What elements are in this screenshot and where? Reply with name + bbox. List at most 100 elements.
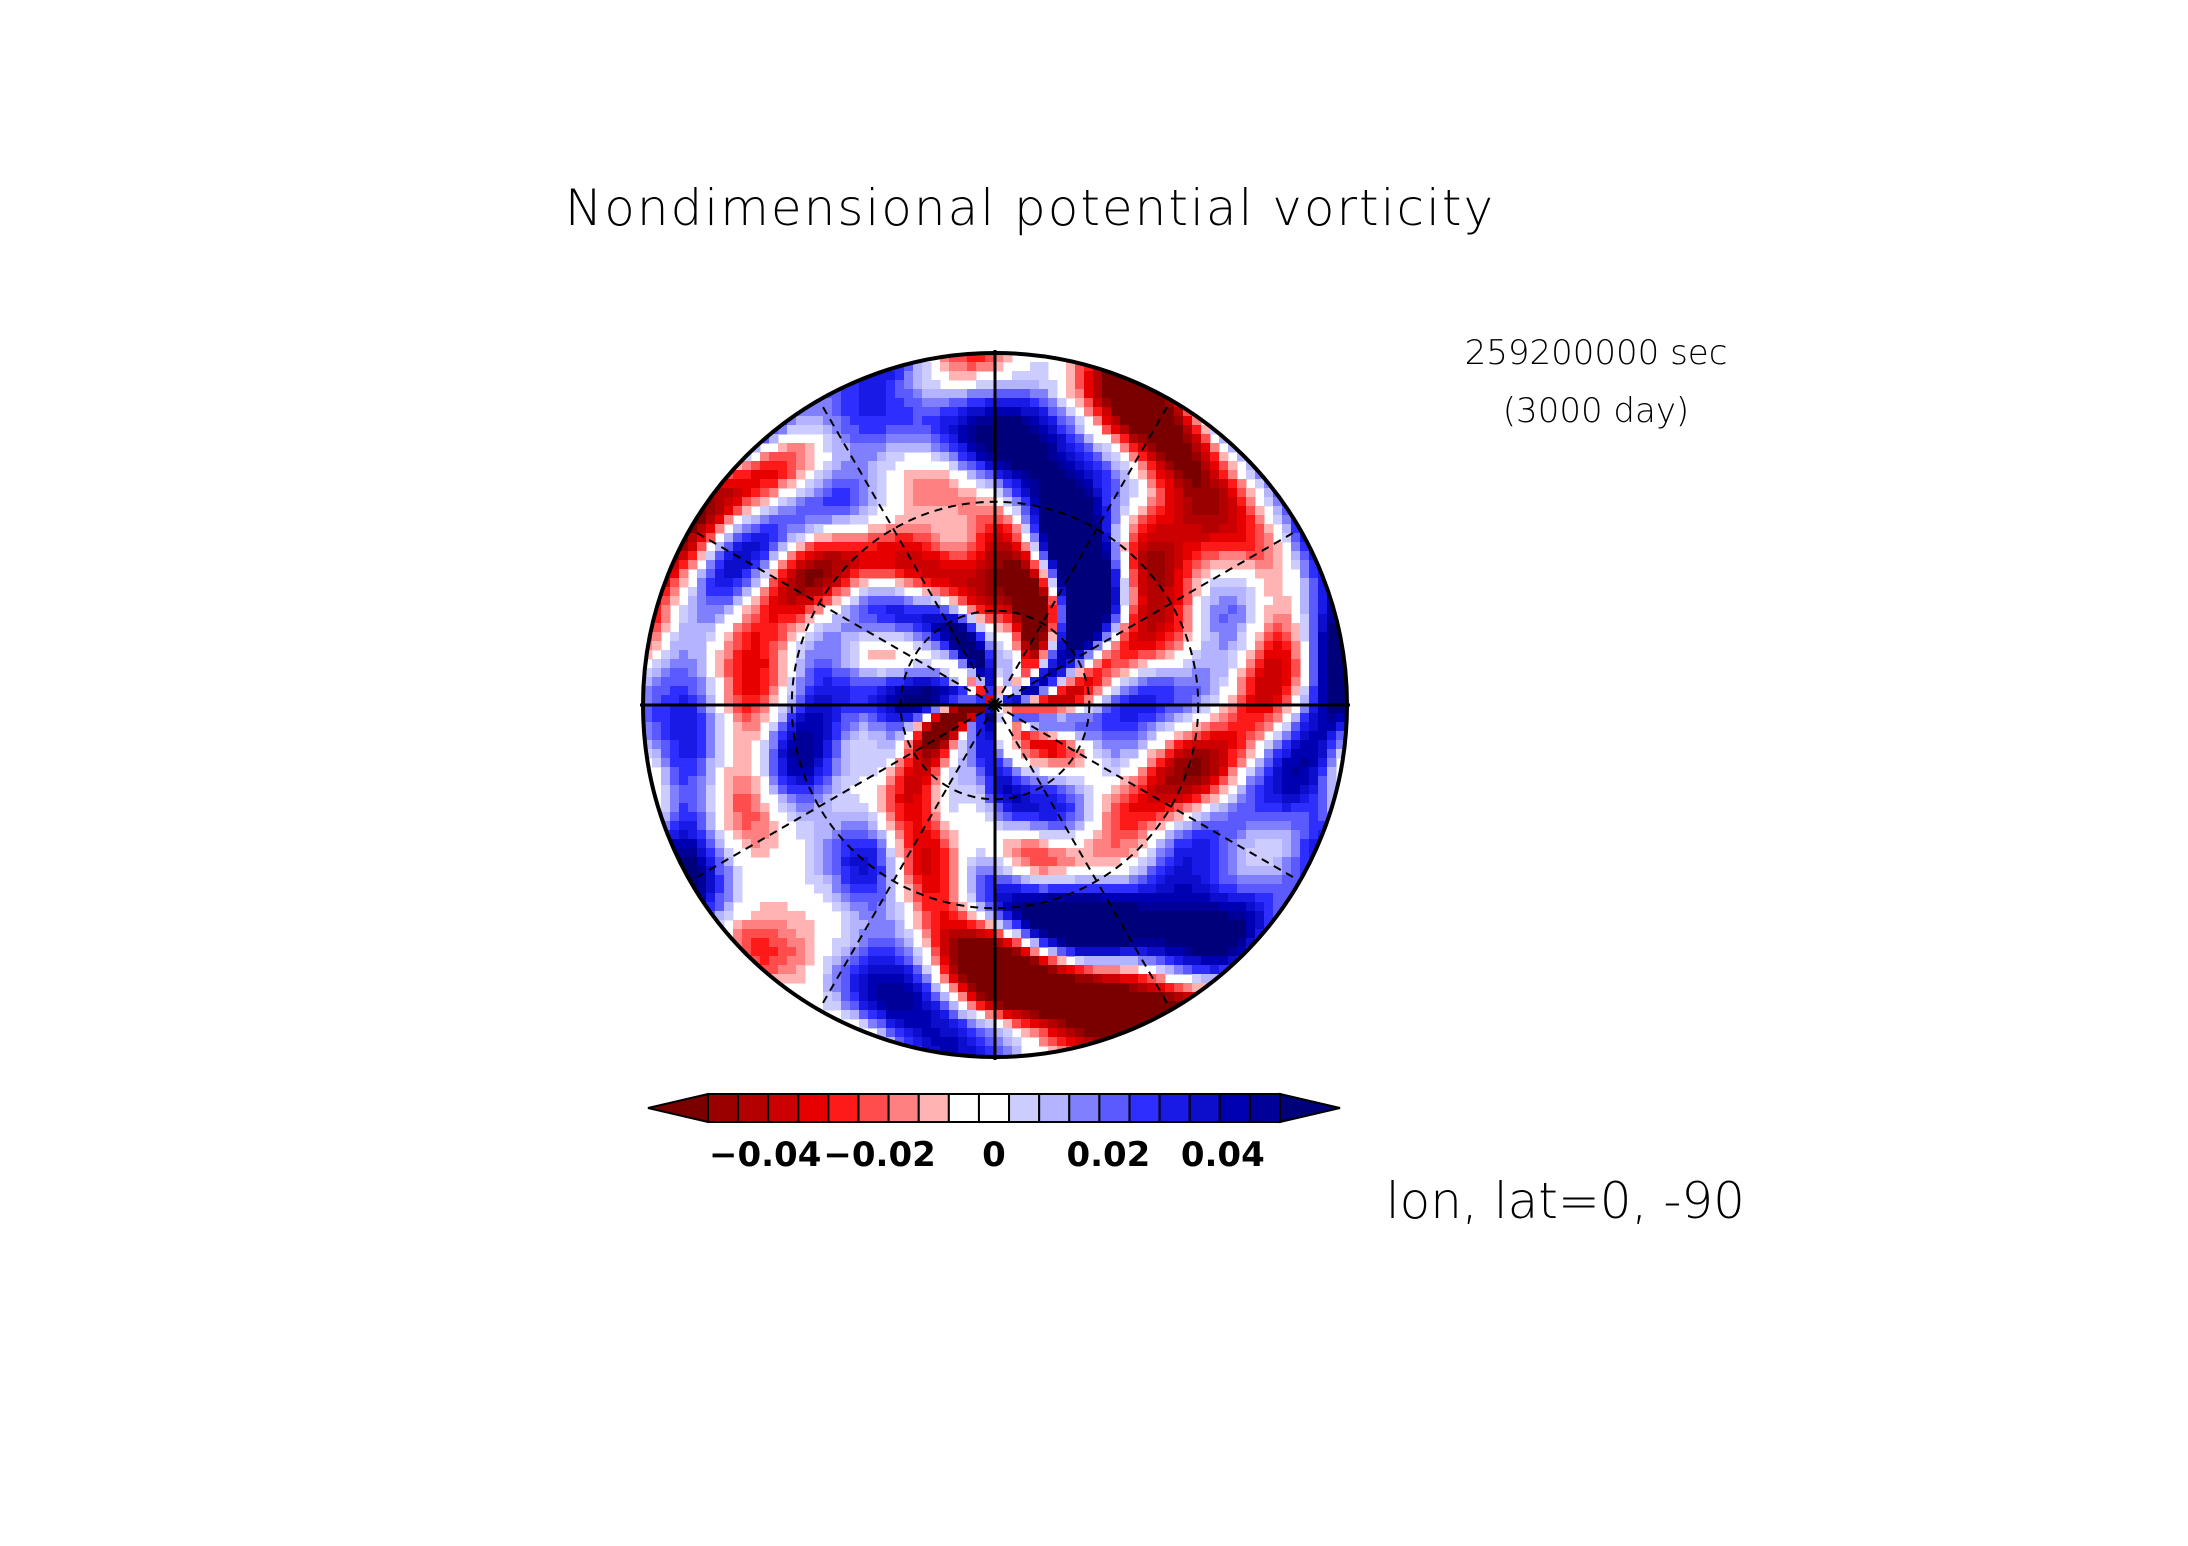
pv-cell: [643, 695, 653, 705]
pv-cell: [976, 641, 986, 651]
pv-cell: [940, 857, 950, 867]
pv-cell: [1120, 884, 1130, 894]
colorbar-box: [887, 1093, 920, 1123]
pv-cell: [967, 1028, 977, 1038]
pv-cell: [778, 794, 788, 804]
pv-cell: [958, 1019, 968, 1029]
pv-cell: [832, 686, 842, 696]
pv-cell: [805, 506, 815, 516]
pv-cell: [1012, 884, 1022, 894]
pv-cell: [778, 920, 788, 930]
colorbar-box: [827, 1093, 860, 1123]
pv-cell: [814, 560, 824, 570]
pv-cell: [1147, 1001, 1157, 1011]
pv-cell: [958, 641, 968, 651]
pv-cell: [1192, 803, 1202, 813]
pv-cell: [913, 515, 923, 525]
pv-cell: [1111, 524, 1121, 534]
pv-cell: [1093, 722, 1103, 732]
pv-cell: [904, 704, 914, 714]
pv-cell: [1138, 839, 1148, 849]
pv-cell: [1048, 695, 1058, 705]
pv-cell: [1102, 893, 1112, 903]
pv-cell: [1165, 488, 1175, 498]
pv-cell: [1291, 677, 1301, 687]
pv-cell: [805, 578, 815, 588]
pv-cell: [976, 803, 986, 813]
pv-cell: [796, 776, 806, 786]
pv-cell: [778, 425, 788, 435]
pv-cell: [1264, 551, 1274, 561]
colorbar-box: [1068, 1093, 1101, 1123]
pv-cell: [742, 677, 752, 687]
pv-cell: [1021, 596, 1031, 606]
pv-cell: [1066, 641, 1076, 651]
pv-cell: [967, 389, 977, 399]
pv-cell: [922, 965, 932, 975]
pv-cell: [1174, 470, 1184, 480]
pv-cell: [1246, 686, 1256, 696]
pv-cell: [1111, 398, 1121, 408]
pv-cell: [724, 596, 734, 606]
pv-cell: [1219, 614, 1229, 624]
pv-cell: [841, 587, 851, 597]
pv-cell: [1228, 812, 1238, 822]
pv-cell: [805, 722, 815, 732]
pv-cell: [1165, 695, 1175, 705]
pv-cell: [1138, 767, 1148, 777]
pv-cell: [1066, 434, 1076, 444]
pv-cell: [1246, 668, 1256, 678]
pv-cell: [868, 1001, 878, 1011]
pv-cell: [814, 641, 824, 651]
pv-cell: [1273, 749, 1283, 759]
pv-cell: [778, 479, 788, 489]
pv-cell: [895, 992, 905, 1002]
pv-cell: [1264, 713, 1274, 723]
pv-cell: [1228, 848, 1238, 858]
pv-cell: [1048, 749, 1058, 759]
pv-cell: [1282, 857, 1292, 867]
pv-cell: [1156, 785, 1166, 795]
pv-cell: [1165, 578, 1175, 588]
pv-cell: [1048, 416, 1058, 426]
pv-cell: [1138, 911, 1148, 921]
pv-cell: [1138, 857, 1148, 867]
pv-cell: [1210, 767, 1220, 777]
pv-cell: [940, 434, 950, 444]
pv-cell: [1021, 488, 1031, 498]
pv-cell: [913, 983, 923, 993]
pv-cell: [922, 974, 932, 984]
pv-cell: [760, 614, 770, 624]
pv-cell: [949, 353, 959, 363]
pv-cell: [958, 362, 968, 372]
pv-cell: [724, 821, 734, 831]
pv-cell: [760, 569, 770, 579]
pv-cell: [1147, 785, 1157, 795]
pv-cell: [1345, 749, 1347, 759]
pv-cell: [661, 677, 671, 687]
pv-cell: [913, 704, 923, 714]
pv-cell: [1273, 596, 1283, 606]
pv-cell: [1039, 1028, 1049, 1038]
pv-cell: [1039, 1019, 1049, 1029]
pv-cell: [715, 578, 725, 588]
pv-cell: [1174, 623, 1184, 633]
pv-cell: [1138, 686, 1148, 696]
pv-cell: [1273, 632, 1283, 642]
pv-cell: [796, 713, 806, 723]
pv-cell: [895, 587, 905, 597]
pv-cell: [1228, 533, 1238, 543]
pv-cell: [868, 938, 878, 948]
pv-cell: [1120, 479, 1130, 489]
time-label: 259200000 sec: [1465, 333, 1728, 373]
pv-cell: [994, 974, 1004, 984]
pv-cell: [823, 398, 833, 408]
pv-cell: [832, 758, 842, 768]
pv-cell: [1120, 686, 1130, 696]
pv-cell: [886, 965, 896, 975]
pv-cell: [895, 1019, 905, 1029]
pv-cell: [1183, 668, 1193, 678]
pv-cell: [994, 758, 1004, 768]
pv-cell: [1102, 830, 1112, 840]
pv-cell: [697, 758, 707, 768]
